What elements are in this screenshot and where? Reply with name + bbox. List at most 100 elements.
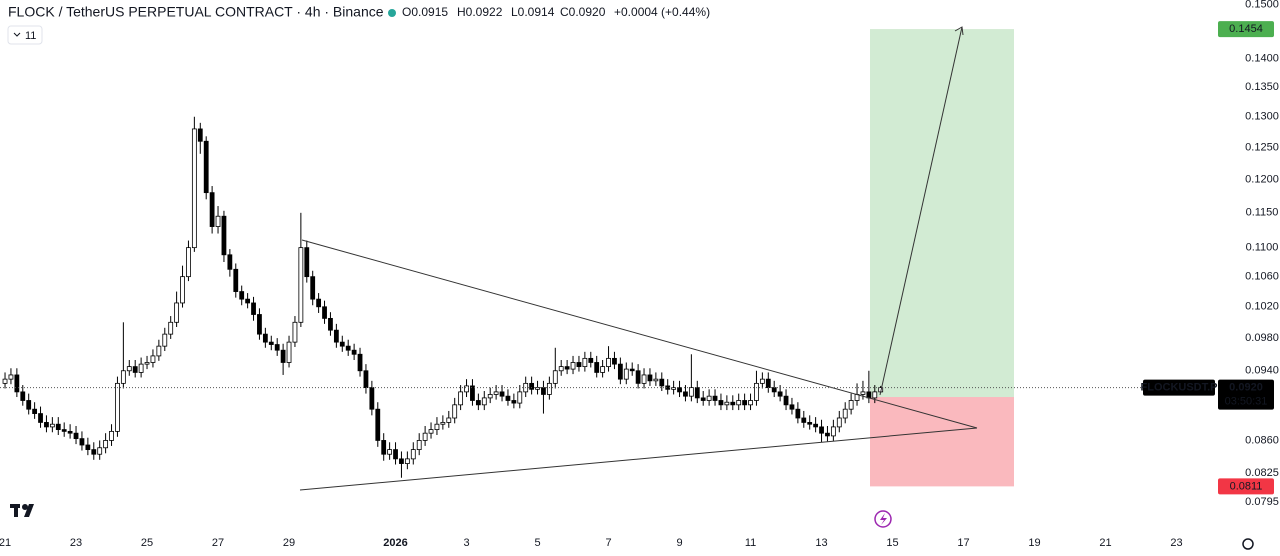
candle-body xyxy=(209,192,215,227)
candle-body xyxy=(464,385,469,393)
candle-body xyxy=(73,432,79,440)
candle-body xyxy=(801,417,807,423)
candle-body xyxy=(399,458,404,464)
candle-body xyxy=(328,317,333,331)
arrow-head xyxy=(954,26,964,36)
candle-body xyxy=(357,353,363,372)
x-tick-label: 23 xyxy=(1170,537,1182,549)
candle-body xyxy=(842,408,848,419)
candle-body xyxy=(316,298,322,308)
y-tick-label: 0.1060 xyxy=(1245,271,1279,283)
candles xyxy=(2,116,884,478)
settings-icon[interactable] xyxy=(1242,538,1254,550)
y-tick-label: 0.1350 xyxy=(1245,81,1279,93)
candle-body xyxy=(162,333,168,347)
candle-body xyxy=(564,366,570,370)
candle-body xyxy=(718,400,724,406)
indicators-toggle[interactable] xyxy=(7,25,43,45)
price-box xyxy=(1218,379,1274,410)
candle-body xyxy=(813,423,819,428)
x-tick-label: 23 xyxy=(70,537,82,549)
candle-body xyxy=(150,355,156,363)
candle-body xyxy=(298,247,304,323)
candle-body xyxy=(783,395,789,406)
candle-body xyxy=(103,440,109,449)
candle-body xyxy=(742,400,748,406)
candle-body xyxy=(339,341,345,347)
tv-logo xyxy=(10,504,34,517)
stop-label-box xyxy=(1218,478,1274,495)
candle-body xyxy=(493,391,499,395)
candle-body xyxy=(606,357,611,368)
candle-body xyxy=(428,429,434,434)
candle-body xyxy=(641,374,647,384)
candle-body xyxy=(759,378,765,384)
candle-body xyxy=(582,357,588,368)
x-tick-label: 29 xyxy=(283,537,295,549)
candle-body xyxy=(180,276,185,304)
candle-body xyxy=(38,413,43,423)
candle-body xyxy=(517,391,523,404)
candle-body xyxy=(724,401,730,406)
candle-body xyxy=(197,128,203,142)
y-tick-label: 0.0860 xyxy=(1245,434,1279,446)
candle-body xyxy=(807,422,813,425)
candle-body xyxy=(570,362,576,370)
candle-body xyxy=(635,370,641,384)
candle-body xyxy=(736,400,742,406)
candle-body xyxy=(475,400,481,406)
candle-body xyxy=(144,362,150,365)
stop-zone xyxy=(870,397,1014,487)
candle-body xyxy=(872,391,878,399)
header-open: O0.0915 xyxy=(402,5,448,19)
candle-body xyxy=(647,374,653,382)
candle-body xyxy=(44,422,49,428)
candle-body xyxy=(174,302,180,323)
candle-body xyxy=(558,366,564,372)
candle-body xyxy=(322,306,327,319)
candle-body xyxy=(795,408,801,419)
candle-body xyxy=(748,400,753,406)
candle-body xyxy=(262,333,268,343)
candle-body xyxy=(115,382,120,432)
candle-body xyxy=(771,387,777,393)
candle-body xyxy=(369,387,375,410)
x-tick-label: 2026 xyxy=(383,537,407,549)
y-tick-label: 0.1150 xyxy=(1246,207,1279,219)
candle-body xyxy=(138,363,144,373)
candle-body xyxy=(351,349,357,355)
alert-icon[interactable] xyxy=(874,510,892,528)
candle-body xyxy=(487,394,493,399)
candle-body xyxy=(14,374,20,393)
candle-body xyxy=(416,440,422,451)
candle-body xyxy=(629,368,635,372)
x-tick-label: 11 xyxy=(745,537,756,549)
symbol-box xyxy=(1143,379,1215,396)
y-tick-label: 0.0825 xyxy=(1245,467,1279,479)
candle-body xyxy=(239,291,245,300)
y-tick-label: 0.1200 xyxy=(1245,173,1279,185)
candle-body xyxy=(612,357,617,365)
candle-body xyxy=(156,345,162,357)
candle-body xyxy=(280,349,286,363)
candle-body xyxy=(677,387,682,393)
trend-line-upper xyxy=(301,239,978,429)
candle-body xyxy=(706,395,712,401)
candle-body xyxy=(470,385,475,401)
candle-body xyxy=(576,362,582,368)
candle-body xyxy=(221,215,227,256)
candle-body xyxy=(594,362,600,373)
candle-body xyxy=(120,370,126,384)
projection-arrow xyxy=(879,26,963,396)
chart-title: FLOCK / TetherUS PERPETUAL CONTRACT · 4h… xyxy=(8,4,384,20)
candle-body xyxy=(410,449,416,460)
candle-body xyxy=(860,391,866,395)
candle-body xyxy=(251,302,256,315)
position-tool xyxy=(870,29,1014,487)
stop-label: 0.0811 xyxy=(1230,480,1263,492)
candle-body xyxy=(292,321,298,343)
y-tick-label: 0.0940 xyxy=(1245,365,1279,377)
x-tick-label: 9 xyxy=(676,537,682,549)
